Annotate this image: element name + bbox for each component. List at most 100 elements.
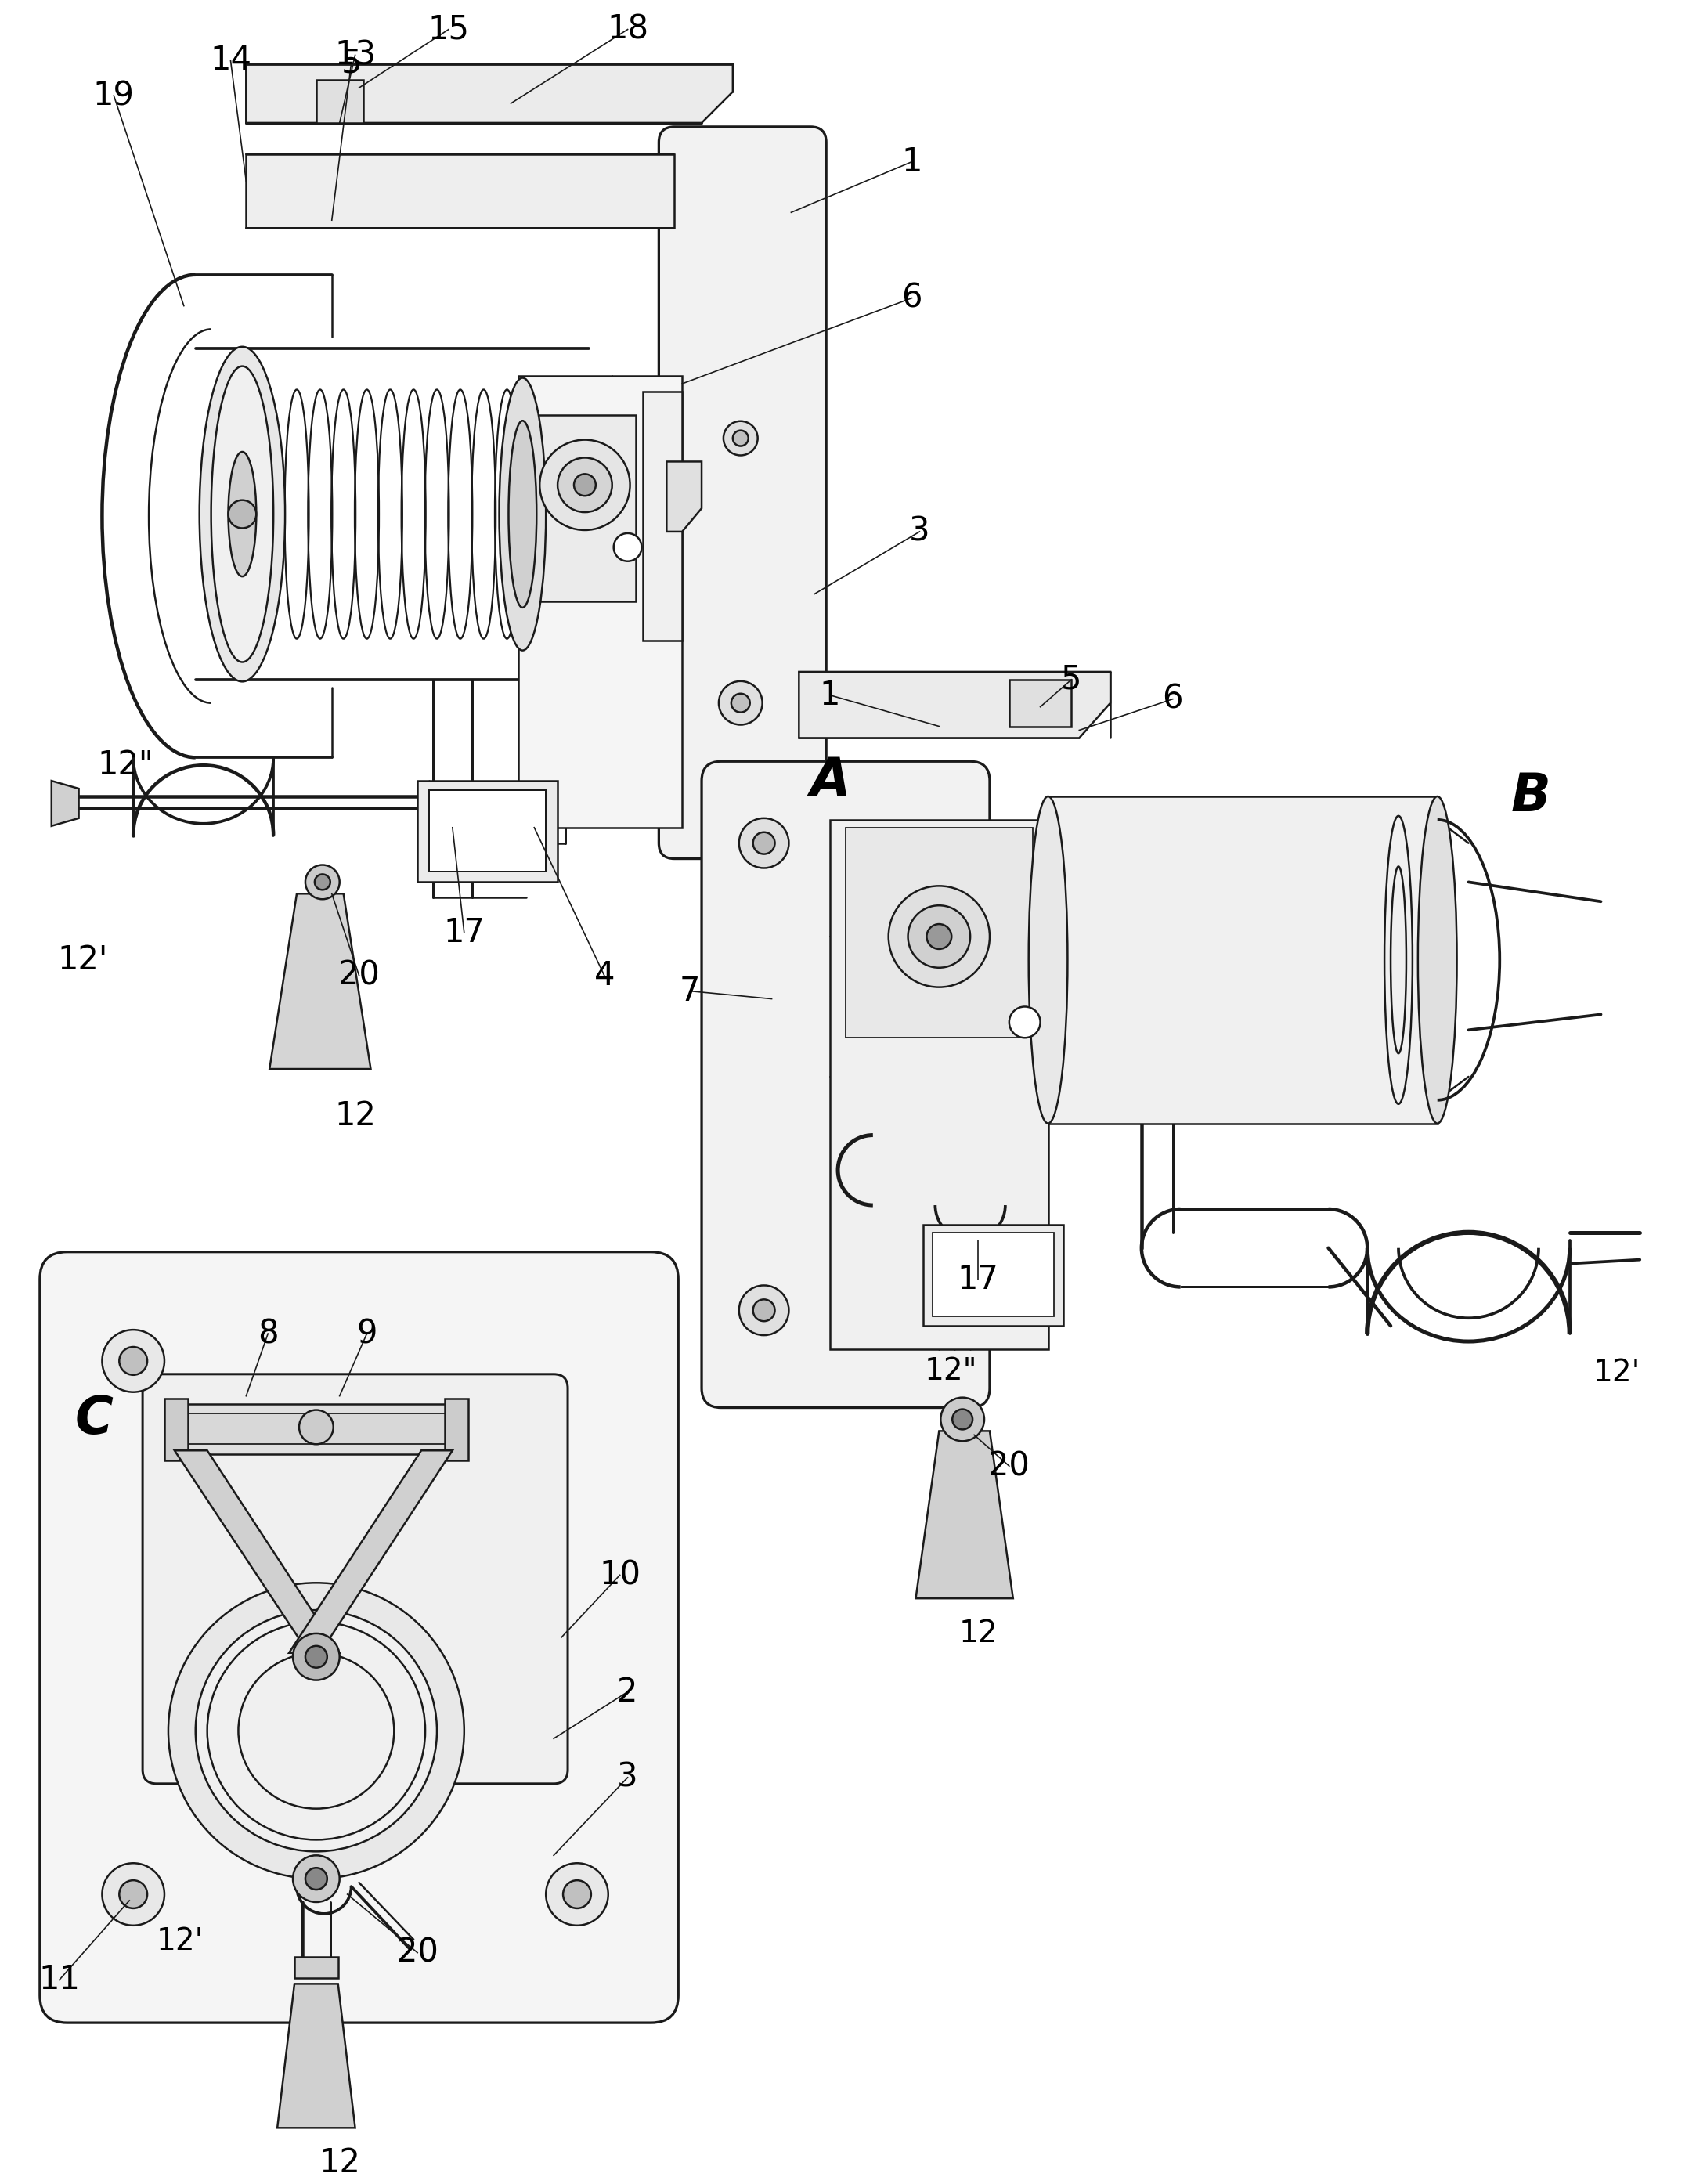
- Circle shape: [293, 1634, 339, 1679]
- Text: C: C: [75, 1393, 114, 1446]
- Bar: [417, 782, 558, 882]
- Polygon shape: [270, 893, 371, 1068]
- Text: 12": 12": [924, 1356, 977, 1387]
- Circle shape: [315, 874, 331, 889]
- FancyBboxPatch shape: [39, 1251, 678, 2022]
- Circle shape: [539, 439, 629, 531]
- Bar: [165, 1398, 188, 1461]
- Text: 10: 10: [599, 1559, 641, 1592]
- Circle shape: [953, 1409, 972, 1431]
- Circle shape: [195, 1610, 438, 1852]
- Text: 8: 8: [258, 1317, 278, 1350]
- Text: 3: 3: [909, 515, 929, 548]
- Text: 1: 1: [819, 679, 841, 712]
- Text: 4: 4: [594, 959, 614, 992]
- Circle shape: [558, 459, 612, 513]
- Text: 1: 1: [902, 146, 923, 179]
- Polygon shape: [799, 673, 1111, 738]
- Bar: [519, 376, 682, 828]
- Bar: [295, 1957, 338, 1979]
- Text: 5: 5: [1062, 664, 1082, 697]
- Circle shape: [546, 1863, 609, 1926]
- Polygon shape: [288, 1450, 453, 1653]
- Bar: [846, 828, 1033, 1037]
- Text: 17: 17: [957, 1262, 999, 1295]
- Text: 6: 6: [902, 282, 923, 314]
- Bar: [315, 81, 363, 122]
- Circle shape: [739, 1286, 789, 1334]
- Bar: [933, 1232, 1053, 1317]
- Bar: [183, 1413, 453, 1444]
- Text: 12": 12": [97, 749, 154, 782]
- Text: 12: 12: [319, 2147, 360, 2180]
- Circle shape: [941, 1398, 984, 1441]
- Circle shape: [305, 865, 339, 900]
- Circle shape: [1009, 1007, 1040, 1037]
- Text: 6: 6: [1162, 684, 1184, 716]
- Circle shape: [293, 1856, 339, 1902]
- Circle shape: [305, 1867, 327, 1889]
- Circle shape: [168, 1583, 465, 1878]
- Text: 18: 18: [607, 13, 648, 46]
- Text: 12: 12: [334, 1099, 377, 1131]
- Text: 13: 13: [334, 39, 377, 72]
- Bar: [173, 1404, 465, 1455]
- Text: 12': 12': [58, 943, 109, 976]
- Text: 11: 11: [39, 1963, 80, 1996]
- Bar: [1009, 679, 1072, 727]
- Ellipse shape: [499, 378, 546, 651]
- Circle shape: [102, 1330, 165, 1391]
- Bar: [924, 1225, 1063, 1326]
- Text: A: A: [811, 756, 850, 806]
- FancyBboxPatch shape: [702, 762, 990, 1409]
- FancyBboxPatch shape: [142, 1374, 568, 1784]
- Circle shape: [305, 1647, 327, 1669]
- Bar: [429, 791, 546, 871]
- Circle shape: [733, 430, 748, 446]
- Circle shape: [724, 422, 758, 454]
- Text: 14: 14: [210, 44, 251, 76]
- Circle shape: [119, 1348, 148, 1376]
- Polygon shape: [643, 391, 682, 640]
- Circle shape: [753, 832, 775, 854]
- Text: 17: 17: [443, 917, 485, 950]
- Bar: [1048, 797, 1438, 1123]
- Text: 12': 12': [1593, 1358, 1640, 1387]
- Circle shape: [563, 1880, 592, 1909]
- Text: 19: 19: [93, 79, 134, 111]
- Text: 20: 20: [989, 1450, 1029, 1483]
- Text: 20: 20: [338, 959, 380, 992]
- Text: 3: 3: [617, 1760, 638, 1793]
- Circle shape: [229, 500, 256, 529]
- Bar: [444, 1398, 468, 1461]
- Circle shape: [731, 695, 750, 712]
- Circle shape: [907, 906, 970, 968]
- Text: 15: 15: [427, 13, 470, 46]
- Circle shape: [119, 1880, 148, 1909]
- Circle shape: [102, 1863, 165, 1926]
- Bar: [534, 415, 636, 603]
- Text: 20: 20: [397, 1937, 438, 1970]
- Polygon shape: [246, 155, 675, 227]
- FancyBboxPatch shape: [658, 127, 826, 858]
- Circle shape: [719, 681, 763, 725]
- Polygon shape: [175, 1450, 339, 1653]
- Circle shape: [739, 819, 789, 867]
- Polygon shape: [51, 782, 78, 826]
- Polygon shape: [278, 1983, 354, 2127]
- Text: B: B: [1511, 771, 1550, 821]
- Bar: [829, 819, 1048, 1350]
- Text: 2: 2: [617, 1675, 638, 1708]
- Ellipse shape: [509, 422, 536, 607]
- Text: 5: 5: [341, 46, 361, 79]
- Circle shape: [926, 924, 951, 950]
- Circle shape: [573, 474, 595, 496]
- Polygon shape: [916, 1431, 1013, 1599]
- Text: 9: 9: [356, 1317, 377, 1350]
- Circle shape: [614, 533, 641, 561]
- Ellipse shape: [1418, 797, 1457, 1123]
- Ellipse shape: [200, 347, 285, 681]
- Circle shape: [889, 887, 990, 987]
- Circle shape: [298, 1411, 334, 1444]
- Ellipse shape: [1029, 797, 1067, 1123]
